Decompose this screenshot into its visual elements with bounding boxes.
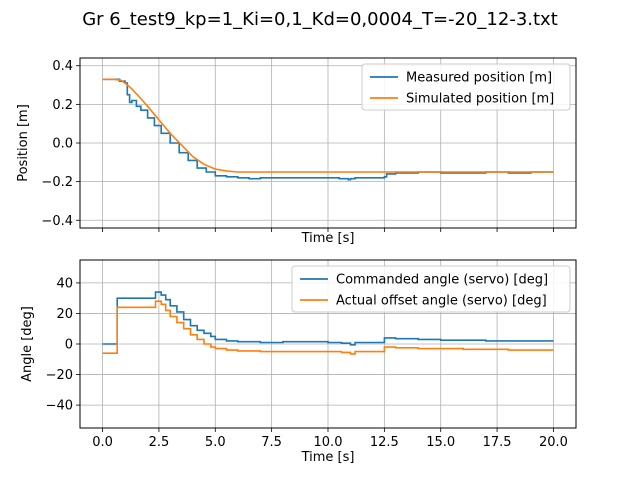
- angle-subplot: 0.0 2.5 5.0 7.5 10.0 12.5 15.0 17.5 20.0 −40 −20 0 2…: [20, 259, 577, 465]
- y-tick-label: 0.2: [52, 98, 73, 113]
- legend: Commanded angle (servo) [deg] Actual offs…: [291, 265, 571, 313]
- x-tick-label: 20.0: [539, 435, 568, 450]
- x-tick-label: 17.5: [483, 435, 512, 450]
- legend-label: Measured position [m]: [406, 71, 552, 86]
- position-subplot: −0.4 −0.2 0.0 0.2 0.4 Time [s] Position [m] Mea…: [16, 57, 577, 246]
- legend-label: Simulated position [m]: [406, 92, 554, 107]
- y-tick-label: 20: [56, 307, 73, 322]
- y-tick-label: −40: [46, 399, 73, 414]
- y-axis-label: Angle [deg]: [20, 306, 35, 382]
- y-tick-label: 0.0: [52, 137, 73, 152]
- legend: Measured position [m] Simulated position …: [361, 63, 571, 111]
- y-tick-label: −0.2: [41, 175, 73, 190]
- x-axis-label: Time [s]: [301, 450, 355, 465]
- y-tick-label: −20: [46, 368, 73, 383]
- x-tick-label: 7.5: [261, 435, 282, 450]
- legend-box: [291, 265, 571, 313]
- legend-label: Commanded angle (servo) [deg]: [336, 273, 548, 288]
- y-tick-label: 40: [56, 276, 73, 291]
- x-tick-label: 5.0: [205, 435, 226, 450]
- x-tick-label: 2.5: [149, 435, 170, 450]
- x-tick-label: 15.0: [426, 435, 455, 450]
- y-tick-label: 0: [65, 338, 73, 353]
- legend-box: [361, 63, 571, 111]
- x-tick-label: 12.5: [370, 435, 399, 450]
- x-tick-label: 0.0: [92, 435, 113, 450]
- series-line-1: [102, 300, 554, 355]
- series-line-0: [102, 78, 554, 181]
- legend-label: Actual offset angle (servo) [deg]: [336, 294, 547, 309]
- x-axis-label: Time [s]: [301, 231, 355, 246]
- y-tick-label: −0.4: [41, 214, 73, 229]
- y-axis-label: Position [m]: [16, 104, 31, 182]
- x-tick-label: 10.0: [314, 435, 343, 450]
- series-line-1: [102, 78, 554, 173]
- y-tick-label: 0.4: [52, 59, 73, 74]
- figure-title: Gr 6_test9_kp=1_Ki=0,1_Kd=0,0004_T=-20_1…: [82, 9, 558, 30]
- series-line-0: [102, 291, 554, 346]
